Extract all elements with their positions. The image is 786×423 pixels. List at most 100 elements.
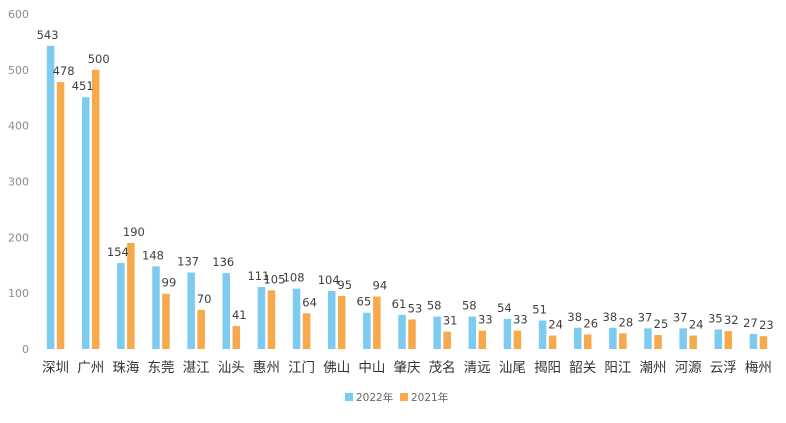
data-label-2022: 136 [212, 255, 234, 269]
bar-2022 [363, 312, 371, 349]
bar-2022 [222, 273, 231, 349]
data-label-2021: 64 [302, 295, 317, 309]
data-label-2021: 190 [123, 225, 145, 239]
data-label-2022: 108 [283, 271, 305, 285]
data-label-2022: 137 [177, 255, 199, 269]
x-category-label: 中山 [358, 360, 385, 376]
bar-2022 [644, 328, 652, 349]
data-label-2022: 111 [247, 269, 269, 283]
data-label-2021: 70 [197, 292, 212, 306]
bar-2021 [127, 242, 135, 349]
bar-2021 [759, 336, 768, 349]
bars [46, 45, 768, 349]
data-label-2021: 33 [513, 313, 528, 327]
data-label-2021: 26 [583, 316, 598, 330]
bar-2022 [257, 287, 266, 349]
data-labels: 5434784515001541901489913770136411111051… [37, 28, 774, 332]
bar-2021 [478, 330, 487, 349]
data-label-2021: 28 [619, 315, 634, 329]
legend-swatch [400, 393, 408, 401]
bar-2021 [373, 296, 381, 349]
bar-2021 [232, 326, 241, 349]
x-category-label: 佛山 [323, 360, 350, 376]
y-tick-label: 300 [8, 176, 29, 189]
data-label-2022: 51 [532, 303, 547, 317]
data-label-2022: 58 [427, 299, 442, 313]
bar-2022 [327, 290, 336, 349]
data-label-2021: 500 [88, 52, 110, 66]
bar-2021 [513, 330, 522, 349]
bar-2022 [117, 263, 125, 349]
data-label-2021: 23 [759, 318, 774, 332]
x-category-label: 肇庆 [394, 360, 421, 376]
bar-2021 [267, 290, 276, 349]
bar-2021 [162, 293, 170, 349]
bar-2021 [302, 313, 311, 349]
data-label-2021: 24 [548, 318, 563, 332]
y-tick-label: 200 [8, 231, 29, 244]
data-label-2021: 33 [478, 313, 493, 327]
data-label-2022: 65 [357, 295, 372, 309]
bar-2022 [292, 288, 301, 349]
legend-swatch [345, 393, 353, 401]
legend-label: 2022年 [356, 391, 393, 404]
bar-2022 [679, 328, 687, 349]
data-label-2021: 32 [724, 313, 739, 327]
data-label-2022: 54 [497, 301, 512, 315]
x-category-label: 东莞 [148, 360, 175, 376]
data-label-2022: 148 [142, 248, 164, 262]
bar-2022 [503, 318, 512, 349]
data-label-2022: 58 [462, 299, 477, 313]
bar-2021 [548, 335, 557, 349]
x-category-label: 河源 [675, 360, 702, 376]
data-label-2021: 99 [162, 276, 177, 290]
y-tick-label: 400 [8, 120, 29, 133]
data-label-2021: 53 [408, 301, 423, 315]
bar-2021 [337, 295, 346, 349]
data-label-2021: 24 [689, 318, 704, 332]
data-label-2021: 25 [654, 317, 669, 331]
bar-2022 [433, 316, 441, 349]
bar-2021 [56, 82, 65, 349]
bar-2022 [609, 327, 617, 349]
x-category-label: 潮州 [640, 360, 667, 376]
x-category-label: 茂名 [429, 359, 456, 376]
bar-2021 [408, 319, 416, 349]
y-tick-label: 600 [8, 8, 29, 21]
bar-2021 [443, 331, 451, 349]
x-category-label: 惠州 [253, 360, 280, 376]
bar-2022 [398, 314, 406, 349]
bar-2022 [749, 333, 758, 349]
data-label-2021: 31 [443, 314, 458, 328]
data-label-2022: 35 [708, 311, 723, 325]
data-label-2021: 478 [53, 64, 75, 78]
bar-2021 [619, 333, 627, 349]
data-label-2021: 94 [373, 279, 388, 293]
bar-2022 [81, 97, 90, 349]
bar-2022 [714, 329, 723, 349]
data-label-2022: 543 [37, 28, 59, 42]
y-tick-label: 100 [8, 287, 29, 300]
data-label-2022: 38 [567, 310, 582, 324]
data-label-2022: 37 [638, 310, 653, 324]
bar-2022 [187, 272, 195, 349]
data-label-2021: 41 [232, 308, 247, 322]
bar-2021 [91, 69, 100, 349]
data-label-2022: 27 [743, 316, 758, 330]
x-category-label: 清远 [464, 360, 491, 376]
legend-label: 2021年 [411, 391, 448, 404]
bar-2021 [689, 335, 697, 349]
data-label-2022: 104 [318, 273, 340, 287]
y-tick-label: 500 [8, 64, 29, 77]
x-category-label: 广州 [77, 360, 104, 376]
bar-2021 [654, 335, 662, 349]
x-category-label: 深圳 [42, 360, 69, 376]
bar-2021 [724, 331, 733, 349]
data-label-2022: 38 [603, 310, 618, 324]
data-label-2022: 61 [392, 297, 407, 311]
y-axis-ticks: 0 100 200 300 400 500 600 [8, 8, 29, 356]
bar-2022 [538, 320, 547, 349]
bar-2021 [583, 334, 592, 349]
